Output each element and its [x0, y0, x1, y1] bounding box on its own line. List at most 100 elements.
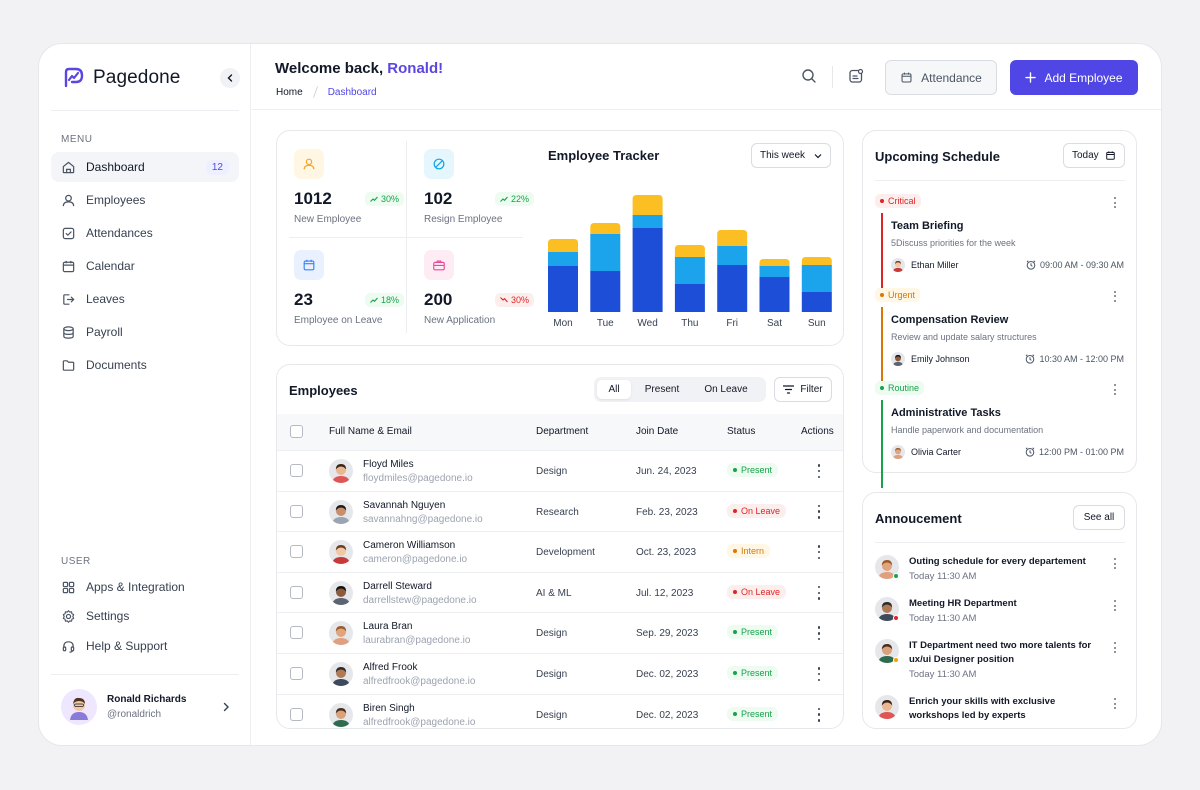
sidebar-item-label: Documents	[86, 358, 147, 372]
priority-text: Critical	[888, 196, 916, 206]
column-header-join-date[interactable]: Join Date	[636, 426, 679, 437]
notifications-button[interactable]	[846, 66, 866, 86]
employee-name: Biren Singh	[363, 702, 415, 714]
tab-on-leave[interactable]: On Leave	[704, 384, 748, 395]
sidebar-item-employees[interactable]: Employees	[51, 185, 239, 215]
schedule-assignee: Ethan Miller	[891, 258, 959, 272]
calendar-icon	[294, 250, 324, 280]
row-actions-menu-icon[interactable]	[817, 504, 821, 519]
sidebar-item-attendances[interactable]: Attendances	[51, 218, 239, 248]
trend-up-icon	[370, 297, 378, 303]
row-actions-menu-icon[interactable]	[817, 464, 821, 478]
tracker-bar-segment	[632, 228, 663, 312]
tracker-range-select[interactable]: This week	[751, 143, 831, 168]
sidebar-item-label: Help & Support	[86, 639, 168, 653]
row-actions-menu-icon[interactable]	[817, 667, 821, 681]
sidebar-item-settings[interactable]: Settings	[51, 601, 239, 631]
assignee-name: Emily Johnson	[911, 353, 970, 364]
sidebar-item-documents[interactable]: Documents	[51, 350, 239, 380]
schedule-more-icon[interactable]	[1113, 384, 1117, 395]
table-row[interactable]: Cameron Williamson cameron@pagedone.io Dev…	[277, 531, 843, 571]
schedule-more-icon[interactable]	[1113, 197, 1117, 208]
trend-up-icon	[370, 196, 378, 202]
schedule-item-title[interactable]: Administrative Tasks	[891, 407, 1001, 419]
user-profile[interactable]: Ronald Richards @ronaldrich	[61, 689, 231, 725]
row-actions-menu-icon[interactable]	[817, 585, 821, 600]
announcement-more-icon[interactable]	[1113, 558, 1117, 569]
sidebar-item-help-support[interactable]: Help & Support	[51, 631, 239, 661]
row-checkbox[interactable]	[290, 707, 303, 721]
status-badge: Intern	[727, 544, 771, 559]
schedule-day-select[interactable]: Today	[1063, 143, 1125, 168]
see-all-button[interactable]: See all	[1073, 505, 1125, 530]
breadcrumb-dashboard[interactable]: Dashboard	[327, 86, 377, 98]
search-button[interactable]	[799, 66, 819, 86]
notification-icon	[849, 68, 864, 83]
add-employee-button[interactable]: Add Employee	[1010, 60, 1138, 95]
column-header-name[interactable]: Full Name & Email	[329, 426, 412, 437]
tracker-range-value: This week	[760, 150, 806, 161]
announcement-more-icon[interactable]	[1113, 698, 1117, 709]
row-checkbox[interactable]	[290, 585, 303, 599]
announcement-title: Annoucement	[875, 511, 962, 526]
status-dot	[733, 589, 737, 594]
schedule-more-icon[interactable]	[1113, 290, 1117, 302]
user-section-label: USER	[61, 556, 91, 567]
sidebar-item-calendar[interactable]: Calendar	[51, 251, 239, 281]
table-header: Full Name & Email Department Join Date S…	[277, 414, 843, 450]
schedule-item-title[interactable]: Compensation Review	[891, 313, 1009, 326]
row-actions-menu-icon[interactable]	[817, 545, 821, 560]
tracker-bar-segment	[759, 277, 790, 312]
row-checkbox[interactable]	[290, 464, 303, 477]
table-row[interactable]: Floyd Miles floydmiles@pagedone.io Design J…	[277, 450, 843, 490]
breadcrumb-home[interactable]: Home	[276, 86, 303, 98]
assignee-name: Olivia Carter	[911, 447, 962, 457]
tracker-x-tick-label: Sun	[807, 318, 826, 329]
employee-join-date: Sep. 29, 2023	[636, 628, 699, 640]
tracker-x-tick-label: Tue	[596, 318, 614, 329]
attendance-button[interactable]: Attendance	[885, 60, 997, 95]
schedule-divider	[875, 180, 1125, 181]
employee-name: Floyd Miles	[363, 459, 414, 470]
row-checkbox[interactable]	[290, 667, 303, 680]
sidebar-item-dashboard[interactable]: Dashboard 12	[51, 152, 239, 182]
status-text: Present	[741, 627, 773, 638]
announcement-more-icon[interactable]	[1113, 642, 1117, 653]
table-row[interactable]: Biren Singh alfredfrook@pagedone.io Design…	[277, 693, 843, 728]
sidebar-item-leaves[interactable]: Leaves	[51, 284, 239, 314]
filter-button[interactable]: Filter	[774, 377, 832, 402]
collapse-sidebar-button[interactable]	[220, 68, 240, 88]
table-row[interactable]: Savannah Nguyen savannahng@pagedone.io Res…	[277, 490, 843, 531]
status-dot	[733, 630, 737, 635]
sidebar-item-payroll[interactable]: Payroll	[51, 317, 239, 347]
row-checkbox[interactable]	[290, 545, 303, 559]
row-actions-menu-icon[interactable]	[817, 707, 821, 722]
table-row[interactable]: Laura Bran laurabran@pagedone.io Design Sep…	[277, 612, 843, 652]
clock-icon	[1025, 447, 1035, 457]
table-row[interactable]: Alfred Frook alfredfrook@pagedone.io Desig…	[277, 653, 843, 693]
column-header-department[interactable]: Department	[536, 426, 589, 437]
table-row[interactable]: Darrell Steward darrellstew@pagedone.io AI…	[277, 571, 843, 612]
avatar	[329, 459, 353, 483]
row-actions-menu-icon[interactable]	[817, 626, 821, 641]
column-header-status[interactable]: Status	[727, 426, 756, 437]
schedule-item-description: Review and update salary structures	[891, 331, 1037, 342]
tracker-bar-segment	[759, 266, 790, 277]
logo[interactable]: Pagedone	[61, 66, 180, 90]
row-checkbox[interactable]	[290, 626, 303, 640]
select-all-checkbox[interactable]	[290, 425, 303, 438]
tab-all[interactable]: All	[597, 380, 631, 399]
tracker-bar-segment	[548, 266, 578, 312]
schedule-item-title[interactable]: Team Briefing	[891, 220, 964, 232]
sidebar-item-apps-integration[interactable]: Apps & Integration	[51, 572, 239, 602]
tab-present[interactable]: Present	[644, 384, 680, 395]
status-dot	[733, 508, 737, 513]
ban-icon	[424, 149, 454, 179]
status-dot	[733, 468, 737, 472]
priority-dot	[880, 386, 884, 390]
employee-join-date: Oct. 23, 2023	[636, 547, 697, 559]
stat-change-value: 22%	[510, 194, 529, 204]
announcement-more-icon[interactable]	[1113, 600, 1117, 611]
schedule-item-description: Handle paperwork and documentation	[891, 425, 1044, 435]
row-checkbox[interactable]	[290, 504, 303, 518]
